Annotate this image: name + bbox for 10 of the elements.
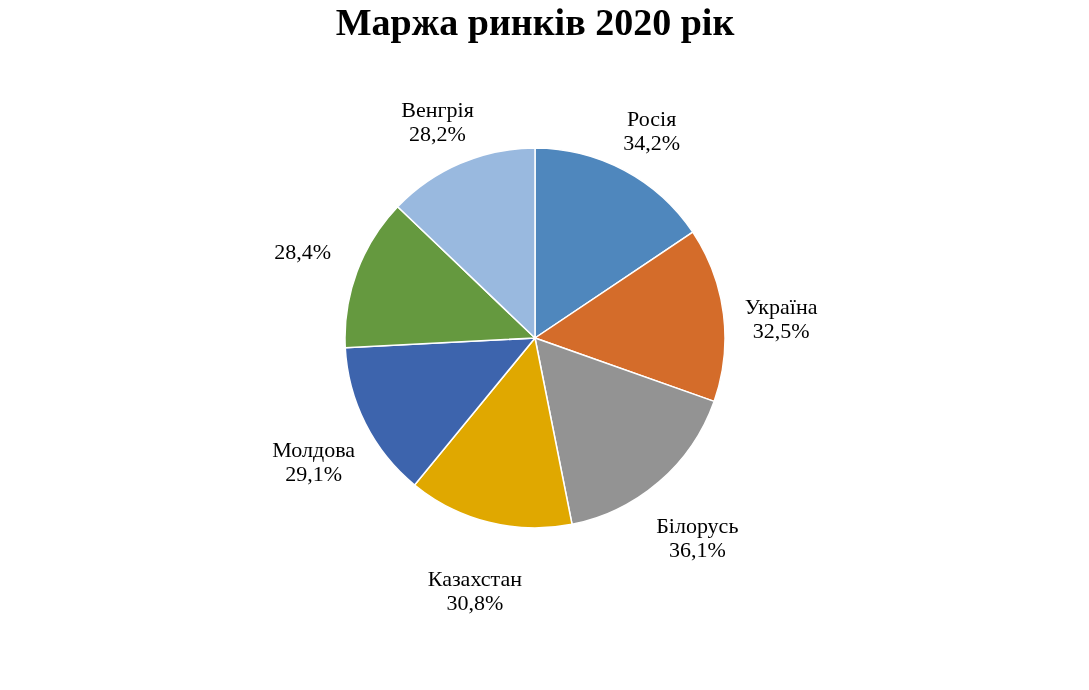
slice-label: Молдова [272, 436, 356, 462]
slice-label: Казахстан [427, 565, 523, 591]
slice-label: Білорусь [656, 512, 739, 538]
chart-title: Маржа ринків 2020 рік [335, 1, 735, 43]
data-label: 28,4% [274, 238, 331, 264]
slice-label: Венгрія [401, 96, 474, 122]
slice-label: Росія [627, 106, 677, 132]
data-label: 34,2% [623, 130, 681, 156]
slice-label: Україна [744, 293, 818, 319]
data-label: 30,8% [446, 589, 504, 615]
